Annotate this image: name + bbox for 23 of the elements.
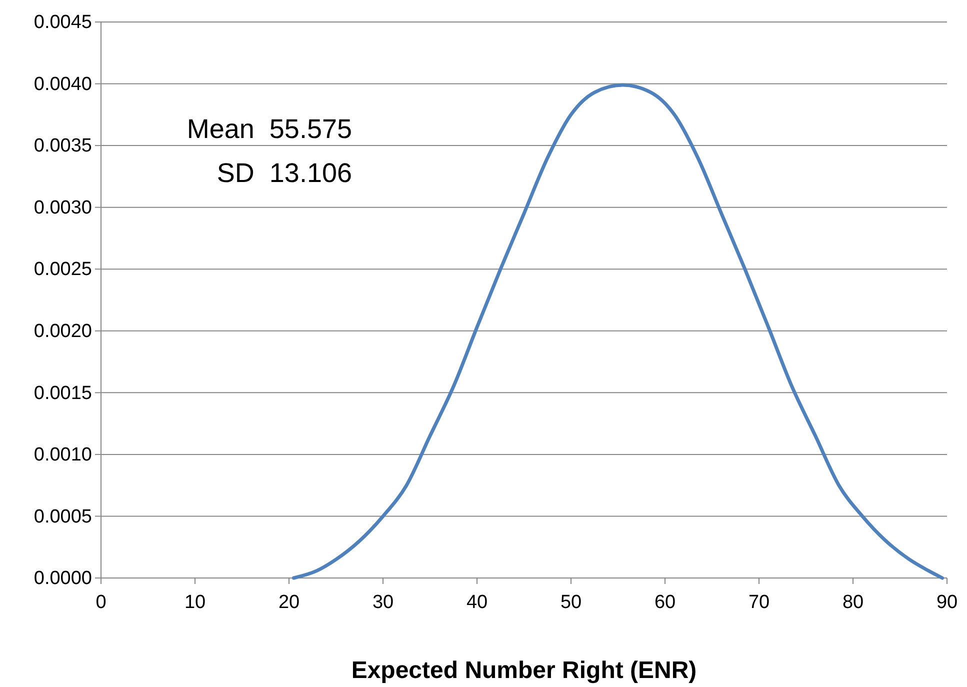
y-tick-label: 0.0045	[34, 12, 92, 34]
y-tick-label: 0.0035	[34, 136, 92, 157]
y-tick-label: 0.0005	[34, 506, 92, 528]
y-tick-label: 0.0025	[34, 259, 92, 280]
x-tick-label: 40	[466, 592, 488, 613]
x-tick-label: 10	[184, 592, 206, 613]
x-tick-label: 90	[936, 592, 958, 613]
x-tick-label: 30	[372, 592, 394, 613]
y-tick-label: 0.0020	[34, 320, 92, 342]
y-tick-label: 0.0040	[34, 74, 92, 95]
x-tick-label: 50	[560, 592, 582, 613]
y-tick-label: 0.0030	[34, 197, 92, 218]
x-tick-label: 70	[748, 592, 770, 613]
x-axis-title: Expected Number Right (ENR)	[351, 657, 697, 684]
y-tick-label: 0.0010	[34, 444, 92, 466]
x-tick-label: 20	[278, 592, 300, 613]
x-tick-label: 0	[96, 592, 106, 613]
x-tick-label: 60	[654, 592, 676, 613]
annotation: SD 13.106	[216, 158, 352, 188]
y-tick-label: 0.0015	[34, 382, 92, 404]
y-tick-label: 0.0000	[34, 568, 92, 590]
x-tick-label: 80	[842, 592, 864, 613]
annotation: Mean 55.575	[186, 114, 352, 144]
